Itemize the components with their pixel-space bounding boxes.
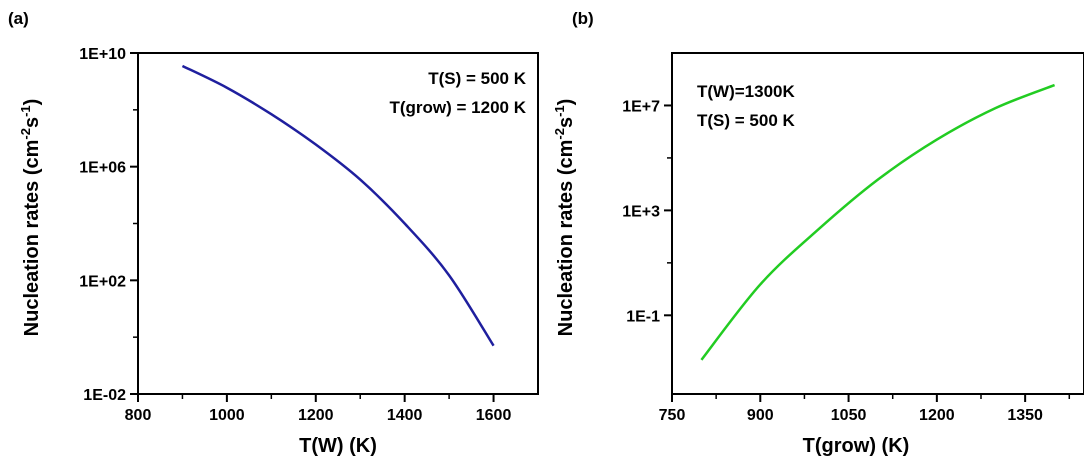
y-axis-title-part: ) <box>555 99 577 106</box>
y-tick-label: 1E+10 <box>79 46 126 63</box>
y-tick-label: 1E-1 <box>626 308 660 325</box>
x-tick-label: 1000 <box>209 407 245 424</box>
x-tick-label: 900 <box>747 407 774 424</box>
x-tick-label: 1600 <box>476 407 512 424</box>
x-tick-label: 1050 <box>831 407 867 424</box>
annotation: T(W)=1300K <box>697 82 795 101</box>
annotation: T(S) = 500 K <box>697 111 796 130</box>
y-axis-title-superscript: -2 <box>552 128 567 140</box>
plot-frame <box>671 52 1084 395</box>
y-tick-label: 1E+06 <box>79 160 126 177</box>
x-tick-label: 1200 <box>298 407 334 424</box>
x-tick-label: 1400 <box>387 407 423 424</box>
y-axis-title-superscript: -2 <box>18 128 33 140</box>
x-tick-label: 750 <box>659 407 686 424</box>
x-axis-title: T(grow) (K) <box>803 435 910 457</box>
x-tick-label: 1350 <box>1007 407 1043 424</box>
y-axis-title-part: Nucleation rates (cm <box>555 140 577 337</box>
panel-label: (b) <box>572 9 594 28</box>
x-tick-label: 800 <box>125 407 152 424</box>
series-line <box>181 64 495 347</box>
chart-panel-b: (b) 750 900 1050 1200 1350 1E-1 1E+3 1E+7 T(grow)… <box>552 9 1084 457</box>
series-line <box>700 83 1056 361</box>
y-axis-title-part: Nucleation rates (cm <box>21 140 43 337</box>
panel-label: (a) <box>8 9 29 28</box>
y-tick-label: 1E-02 <box>83 387 126 404</box>
chart-panel-a: (a) 800 1000 1200 1400 1600 1E-02 1E+02 1E+06 1E+… <box>8 9 539 457</box>
y-tick-label: 1E+3 <box>622 203 660 220</box>
y-axis-title: Nucleation rates (cm-2s-1) <box>552 99 577 337</box>
annotation: T(grow) = 1200 K <box>389 98 526 117</box>
y-axis-title-superscript: -1 <box>552 105 567 117</box>
y-tick-label: 1E+7 <box>622 98 660 115</box>
y-axis-title-part: ) <box>21 99 43 106</box>
y-axis-title-part: s <box>21 117 43 128</box>
y-axis-title-part: s <box>555 117 577 128</box>
x-axis-title: T(W) (K) <box>299 435 377 457</box>
y-axis-title-superscript: -1 <box>18 105 33 117</box>
y-tick-label: 1E+02 <box>79 273 126 290</box>
y-axis-title: Nucleation rates (cm-2s-1) <box>18 99 43 337</box>
annotation: T(S) = 500 K <box>428 69 527 88</box>
x-tick-label: 1200 <box>919 407 955 424</box>
